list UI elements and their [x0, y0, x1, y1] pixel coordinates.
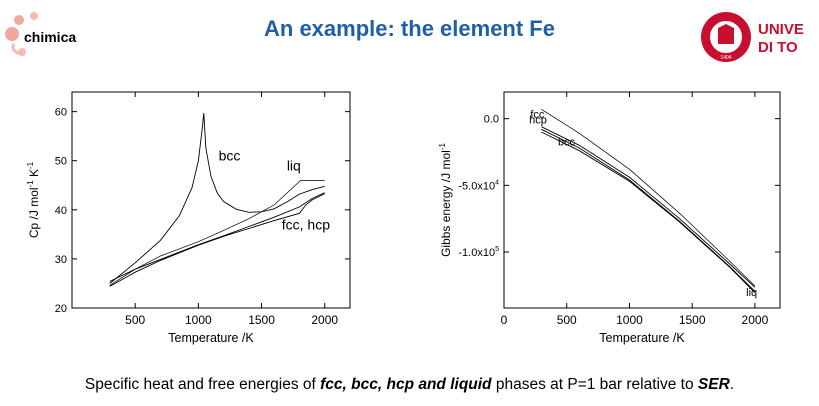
- caption-part3: .: [729, 376, 735, 393]
- x-tick-label: 1500: [679, 313, 706, 327]
- caption-part1: Specific heat and free energies of: [84, 376, 321, 393]
- y-tick-label: 0.0: [484, 114, 499, 126]
- y-tick-label: -5.0x104: [458, 179, 499, 192]
- series-annotation: hcp: [529, 114, 547, 126]
- cp-chart: 500 1000 1500 2000 20 30 40 50 60 bcc liq fcc, hcp T…: [26, 91, 351, 345]
- y-tick-label: 40: [55, 205, 67, 217]
- x-tick-label: 500: [125, 313, 145, 327]
- y-tick-label: 20: [55, 303, 67, 315]
- slide-caption: Specific heat and free energies of fcc, …: [0, 376, 819, 394]
- university-name-line1: UNIVE: [758, 21, 804, 38]
- university-logo: 1404 UNIVE DI TO: [700, 6, 819, 68]
- series-line-bcc: [109, 113, 325, 284]
- x-axis-label: Temperature /K: [599, 331, 685, 345]
- series-line-bcc: [541, 131, 756, 294]
- series-annotation: bcc: [219, 148, 241, 164]
- x-tick-label: 2000: [311, 313, 338, 327]
- university-seal-icon: 1404 UNIVE DI TO: [701, 12, 804, 62]
- series-line-fcchcp: [109, 192, 325, 282]
- plot-frame: [503, 91, 781, 309]
- series-annotation: liq: [287, 158, 301, 174]
- university-name-line2: DI TO: [758, 39, 798, 56]
- gibbs-energy-chart: 0 500 1000 1500 2000 0.0 -5.0x104 -1.0x105 fcchc…: [438, 91, 781, 345]
- molecule-logo-icon: chimica: [5, 12, 76, 56]
- series-line-liq: [541, 109, 756, 287]
- y-tick-label: 50: [55, 156, 67, 168]
- series-line-fcchcp: [109, 193, 325, 287]
- x-tick-label: 0: [501, 313, 508, 327]
- seal-year: 1404: [720, 55, 731, 61]
- x-tick-label: 1500: [248, 313, 275, 327]
- x-tick-label: 1000: [616, 313, 643, 327]
- x-axis-label: Temperature /K: [168, 331, 254, 345]
- series-annotation: fcc, hcp: [282, 216, 330, 232]
- y-tick-label: 60: [55, 107, 67, 119]
- y-tick-label: -1.0x105: [458, 246, 499, 259]
- series-annotation: liq: [746, 287, 757, 299]
- chimica-logo: chimica: [4, 10, 114, 60]
- caption-ser: SER: [697, 376, 730, 393]
- chimica-logo-text: chimica: [24, 29, 76, 45]
- x-tick-label: 2000: [742, 313, 769, 327]
- caption-phases: fcc, bcc, hcp and liquid: [320, 376, 492, 393]
- y-tick-label: 30: [55, 254, 67, 266]
- x-tick-label: 1000: [185, 313, 212, 327]
- series-annotation: bcc: [558, 136, 576, 148]
- y-axis-label: Cp /J mol-1 K-1: [26, 161, 41, 238]
- series-annotation: fcc: [530, 109, 545, 121]
- series-line-fcc: [541, 128, 756, 292]
- series-line-hcp: [541, 126, 756, 288]
- x-tick-label: 500: [557, 313, 577, 327]
- slide-title: An example: the element Fe: [264, 16, 555, 41]
- plot-frame: [71, 91, 351, 309]
- caption-part2: phases at P=1 bar relative to: [491, 376, 698, 393]
- series-line-liq: [109, 180, 325, 286]
- y-axis-label: Gibbs energy /J mol-1: [438, 143, 453, 257]
